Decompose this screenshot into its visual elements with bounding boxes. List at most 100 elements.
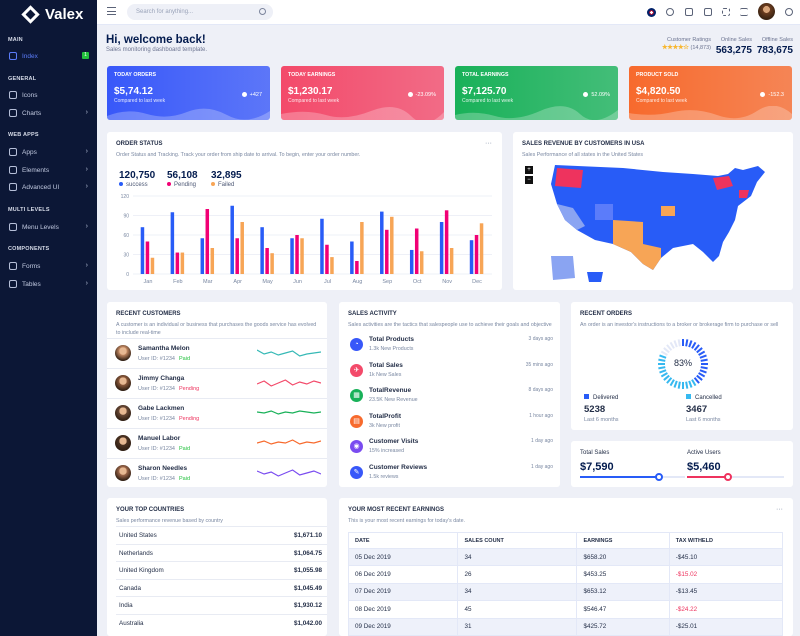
- sidebar-item-forms[interactable]: Forms ›: [0, 259, 97, 273]
- bar-pending-jan[interactable]: [145, 241, 150, 275]
- bar-success-dec[interactable]: [469, 240, 474, 274]
- activity-item[interactable]: ▦ TotalRevenue 23.5K New Revenue 8 days ago: [348, 387, 553, 412]
- country-row[interactable]: Australia $1,042.00: [116, 613, 327, 632]
- bar-success-feb[interactable]: [170, 212, 175, 274]
- bar-pending-nov[interactable]: [444, 210, 449, 274]
- bar-success-nov[interactable]: [439, 222, 444, 274]
- customer-row[interactable]: Jimmy Changa User ID: #1234 Pending: [107, 368, 327, 398]
- bar-failed-mar[interactable]: [210, 248, 215, 274]
- earnings-table: DATE SALES COUNT EARNINGS TAX WITHELD 05…: [347, 532, 784, 636]
- bar-failed-feb[interactable]: [180, 252, 185, 274]
- customer-row[interactable]: Gabe Lackmen User ID: #1234 Pending: [107, 398, 327, 428]
- sidebar-item-apps[interactable]: Apps ›: [0, 145, 97, 159]
- country-row[interactable]: United Kingdom $1,055.98: [116, 561, 327, 579]
- kpi-total-earnings[interactable]: TOTAL EARNINGS $7,125.70 Compared to las…: [455, 66, 618, 120]
- activity-item[interactable]: ◔ Total Products 1.3k New Products 3 days a…: [348, 336, 553, 361]
- table-row[interactable]: 08 Dec 2019 45 $546.47 -$24.22: [347, 600, 784, 619]
- bar-success-sep[interactable]: [380, 211, 384, 274]
- table-row[interactable]: 07 Dec 2019 34 $653.12 -$13.45: [347, 582, 784, 602]
- language-flag-icon[interactable]: [647, 8, 656, 17]
- sidebar-item-advanced-ui[interactable]: Advanced UI ›: [0, 180, 97, 194]
- country-row[interactable]: India $1,930.12: [116, 596, 327, 614]
- bar-pending-mar[interactable]: [205, 209, 210, 274]
- more-options-icon[interactable]: ···: [776, 506, 783, 513]
- user-avatar[interactable]: [758, 3, 775, 20]
- menu-toggle-icon[interactable]: [107, 7, 116, 16]
- settings-gear-icon[interactable]: [785, 8, 793, 16]
- sidebar-toggle-icon[interactable]: [740, 8, 748, 16]
- bar-pending-aug[interactable]: [355, 261, 359, 274]
- sidebar-item-menu-levels[interactable]: Menu Levels ›: [0, 220, 97, 234]
- bar-success-jun[interactable]: [290, 238, 294, 274]
- app-logo[interactable]: Valex: [0, 2, 97, 26]
- bar-pending-apr[interactable]: [235, 238, 239, 274]
- bar-pending-dec[interactable]: [474, 235, 479, 274]
- col-earnings[interactable]: EARNINGS: [576, 532, 670, 549]
- bar-pending-may[interactable]: [265, 248, 269, 274]
- sidebar-item-index[interactable]: Index 1: [0, 49, 97, 63]
- bar-failed-sep[interactable]: [390, 216, 394, 274]
- search-icon[interactable]: [259, 8, 266, 15]
- bar-failed-jun[interactable]: [300, 238, 304, 274]
- bar-pending-feb[interactable]: [175, 252, 180, 274]
- total-sales-handle[interactable]: [654, 473, 663, 481]
- bar-success-jan[interactable]: [140, 227, 145, 274]
- bar-pending-sep[interactable]: [385, 229, 389, 274]
- col-tax-witheld[interactable]: TAX WITHELD: [668, 532, 784, 549]
- usa-map[interactable]: [543, 160, 773, 288]
- bar-pending-oct[interactable]: [414, 228, 419, 275]
- col-sales-count[interactable]: SALES COUNT: [457, 532, 578, 549]
- sidebar-item-label: Index: [22, 52, 38, 60]
- table-row[interactable]: 09 Dec 2019 31 $425.72 -$25.01: [347, 617, 784, 636]
- customer-row[interactable]: Manuel Labor User ID: #1234 Paid: [107, 428, 327, 458]
- bar-failed-oct[interactable]: [419, 251, 424, 274]
- more-options-icon[interactable]: ···: [485, 140, 492, 147]
- bar-success-oct[interactable]: [409, 249, 414, 274]
- country-row[interactable]: Canada $1,045.49: [116, 578, 327, 597]
- bar-success-apr[interactable]: [230, 205, 234, 274]
- active-users-handle[interactable]: [723, 473, 732, 481]
- bar-failed-aug[interactable]: [360, 222, 364, 274]
- fullscreen-icon[interactable]: [722, 8, 730, 16]
- country-row[interactable]: Netherlands $1,064.75: [116, 543, 327, 562]
- bar-failed-jul[interactable]: [330, 257, 334, 274]
- country-row[interactable]: United States $1,671.10: [116, 526, 327, 544]
- gauge-segment: [685, 381, 689, 389]
- zoom-in-button[interactable]: +: [525, 166, 533, 174]
- bar-failed-nov[interactable]: [449, 248, 454, 274]
- customer-row[interactable]: Sharon Needles User ID: #1234 Paid: [107, 458, 327, 488]
- dark-mode-icon[interactable]: [666, 8, 674, 16]
- messages-icon[interactable]: [685, 8, 693, 16]
- bar-success-may[interactable]: [260, 227, 264, 274]
- gauge-segment: [663, 347, 670, 354]
- sidebar-item-icons[interactable]: Icons: [0, 88, 97, 102]
- delivered-legend: Delivered 5238 Last 6 months: [584, 394, 619, 423]
- bar-pending-jun[interactable]: [295, 235, 299, 274]
- bar-failed-dec[interactable]: [479, 223, 484, 274]
- bar-failed-may[interactable]: [270, 253, 274, 274]
- bar-success-aug[interactable]: [350, 241, 354, 275]
- gauge-segment: [693, 344, 700, 351]
- activity-item[interactable]: ✎ Customer Reviews 1.5k reviews 1 day ago: [348, 464, 553, 489]
- sidebar-item-elements[interactable]: Elements ›: [0, 163, 97, 177]
- zoom-out-button[interactable]: −: [525, 176, 533, 184]
- bar-failed-jan[interactable]: [150, 257, 155, 274]
- bar-pending-jul[interactable]: [325, 244, 329, 274]
- bar-success-jul[interactable]: [320, 218, 324, 274]
- sidebar-item-tables[interactable]: Tables ›: [0, 277, 97, 291]
- notifications-icon[interactable]: [704, 8, 712, 16]
- kpi-product-sold[interactable]: PRODUCT SOLD $4,820.50 Compared to last …: [629, 66, 792, 120]
- table-row[interactable]: 05 Dec 2019 34 $658.20 -$45.10: [347, 547, 784, 567]
- activity-item[interactable]: ▤ TotalProfit 3k New profit 1 hour ago: [348, 413, 553, 438]
- search-input[interactable]: Search for anything...: [127, 4, 273, 20]
- sidebar-item-charts[interactable]: Charts ›: [0, 106, 97, 120]
- kpi-today-earnings[interactable]: TODAY EARNINGS $1,230.17 Compared to las…: [281, 66, 444, 120]
- activity-item[interactable]: ◉ Customer Visits 15% increased 1 day ago: [348, 438, 553, 463]
- activity-item[interactable]: ✈ Total Sales 1k New Sales 35 mins ago: [348, 362, 553, 387]
- bar-success-mar[interactable]: [200, 238, 205, 274]
- customer-row[interactable]: Samantha Melon User ID: #1234 Paid: [107, 338, 327, 368]
- kpi-today-orders[interactable]: TODAY ORDERS $5,74.12 Compared to last w…: [107, 66, 270, 120]
- col-date[interactable]: DATE: [347, 532, 459, 549]
- table-row[interactable]: 06 Dec 2019 26 $453.25 -$15.02: [347, 565, 784, 584]
- bar-failed-apr[interactable]: [240, 222, 244, 274]
